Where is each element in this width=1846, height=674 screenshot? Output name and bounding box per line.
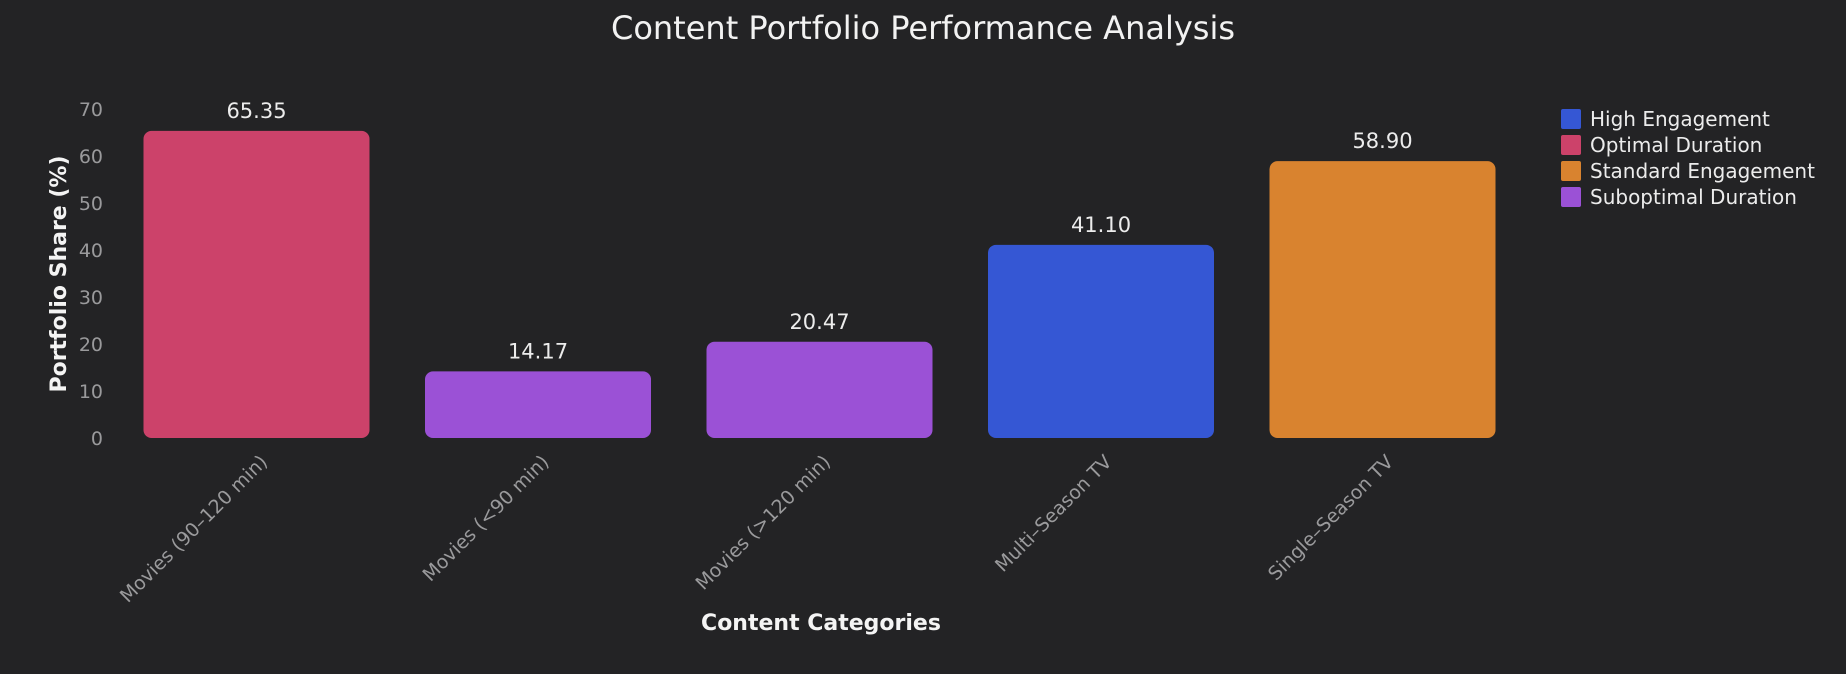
legend-swatch — [1561, 161, 1581, 181]
chart-title: Content Portfolio Performance Analysis — [611, 9, 1235, 47]
legend-label: Optimal Duration — [1590, 133, 1762, 157]
bar — [425, 371, 651, 438]
y-tick-label: 20 — [79, 334, 103, 356]
bar — [988, 244, 1214, 438]
y-tick-label: 70 — [79, 99, 103, 121]
y-tick-label: 30 — [79, 287, 103, 309]
y-axis-title: Portfolio Share (%) — [47, 155, 72, 392]
bar-value-label: 65.35 — [226, 99, 286, 123]
y-tick-label: 60 — [79, 146, 103, 168]
bar-value-label: 14.17 — [508, 339, 568, 363]
legend-label: Standard Engagement — [1590, 159, 1815, 183]
x-tick-label: Multi–Season TV — [991, 451, 1117, 577]
legend-swatch — [1561, 109, 1581, 129]
y-tick-label: 40 — [79, 240, 103, 262]
bar-value-label: 41.10 — [1071, 213, 1131, 237]
y-tick-label: 50 — [79, 193, 103, 215]
x-axis-title: Content Categories — [701, 611, 941, 636]
legend-swatch — [1561, 187, 1581, 207]
bar — [1269, 161, 1496, 439]
x-tick-label: Movies (>120 min) — [691, 451, 835, 595]
y-tick-label: 0 — [91, 428, 103, 450]
legend-swatch — [1561, 135, 1581, 155]
bar — [143, 130, 370, 439]
legend-label: High Engagement — [1590, 107, 1770, 131]
x-tick-label: Single–Season TV — [1264, 451, 1398, 585]
bars-group — [143, 130, 1496, 439]
bar-value-label: 58.90 — [1352, 129, 1412, 153]
bar — [706, 341, 933, 438]
legend-label: Suboptimal Duration — [1590, 185, 1797, 209]
bar-value-label: 20.47 — [789, 310, 849, 334]
y-tick-label: 10 — [79, 381, 103, 403]
x-tick-label: Movies (90–120 min) — [116, 451, 272, 607]
x-axis: Movies (90–120 min) Movies (<90 min) Movie… — [116, 451, 1398, 607]
y-axis: 0 10 20 30 40 50 60 70 — [79, 99, 103, 450]
x-tick-label: Movies (<90 min) — [419, 451, 554, 586]
value-labels-group: 65.35 14.17 20.47 41.10 58.90 — [226, 99, 1412, 364]
